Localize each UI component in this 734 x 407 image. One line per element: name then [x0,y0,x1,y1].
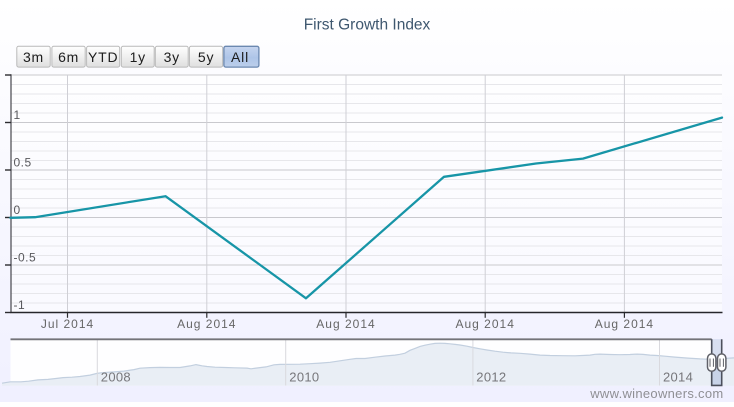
svg-text:First Growth Index: First Growth Index [304,17,431,34]
svg-text:www.wineowners.com: www.wineowners.com [589,386,723,401]
svg-text:All: All [231,49,249,65]
svg-text:1: 1 [14,108,21,122]
svg-text:YTD: YTD [88,49,118,65]
svg-text:Aug 2014: Aug 2014 [316,317,375,331]
svg-text:0: 0 [14,203,21,217]
svg-text:3y: 3y [164,49,180,65]
svg-text:Aug 2014: Aug 2014 [177,317,236,331]
svg-text:6m: 6m [58,49,79,65]
svg-text:3m: 3m [23,49,44,65]
svg-text:Jul 2014: Jul 2014 [41,317,94,331]
svg-text:Aug 2014: Aug 2014 [595,317,654,331]
svg-text:-1: -1 [14,298,26,312]
svg-text:2008: 2008 [101,369,131,384]
svg-text:5y: 5y [198,49,214,65]
svg-text:0.5: 0.5 [14,156,32,170]
svg-text:2010: 2010 [289,369,319,384]
svg-text:2014: 2014 [663,369,693,384]
svg-text:Aug 2014: Aug 2014 [456,317,515,331]
svg-text:-0.5: -0.5 [14,251,37,265]
svg-text:1y: 1y [130,49,146,65]
svg-text:2012: 2012 [476,369,506,384]
